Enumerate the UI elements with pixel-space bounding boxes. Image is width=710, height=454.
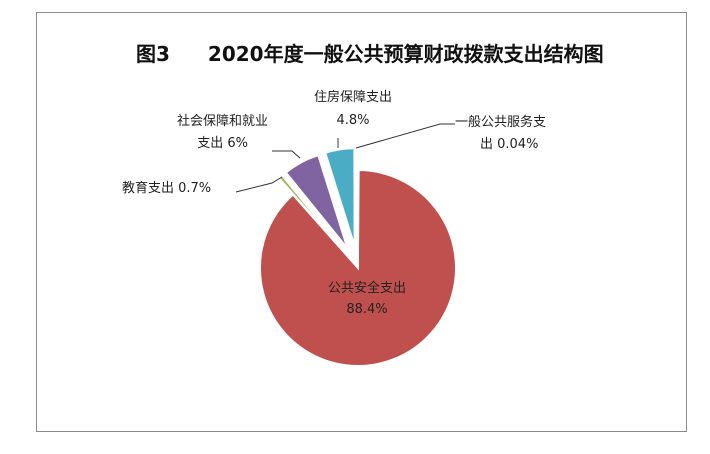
leader-line-social: [272, 150, 301, 159]
leader-line-education: [235, 176, 283, 193]
slice-general-services: [356, 146, 360, 247]
pie-slices: [259, 146, 457, 367]
data-labels: 公共安全支出 88.4% 教育支出 0.7% 社会保障和就业 支出 6% 住房保…: [122, 89, 546, 317]
slice-social-security: [284, 153, 349, 250]
chart-title: 图3 2020年度一般公共预算财政拨款支出结构图: [136, 38, 604, 67]
leader-lines: [235, 123, 455, 193]
label-public-security-name: 公共安全支出: [328, 280, 406, 296]
label-housing-line1: 住房保障支出: [314, 89, 392, 105]
label-general-line2: 出 0.04%: [480, 137, 538, 152]
leader-line-general: [355, 123, 455, 149]
slice-public-security: [259, 168, 457, 367]
label-housing-line2: 4.8%: [336, 113, 369, 128]
chart-title-text: 2020年度一般公共预算财政拨款支出结构图: [207, 42, 604, 66]
label-social-line1: 社会保障和就业: [177, 113, 268, 129]
label-social-line2: 支出 6%: [197, 136, 248, 151]
label-public-security-value: 88.4%: [346, 302, 387, 317]
figure-number: 图3: [136, 42, 170, 66]
slice-education: [277, 173, 345, 252]
slice-housing: [324, 147, 356, 247]
label-education: 教育支出 0.7%: [122, 180, 211, 196]
label-general-line1: 一般公共服务支: [455, 114, 546, 130]
